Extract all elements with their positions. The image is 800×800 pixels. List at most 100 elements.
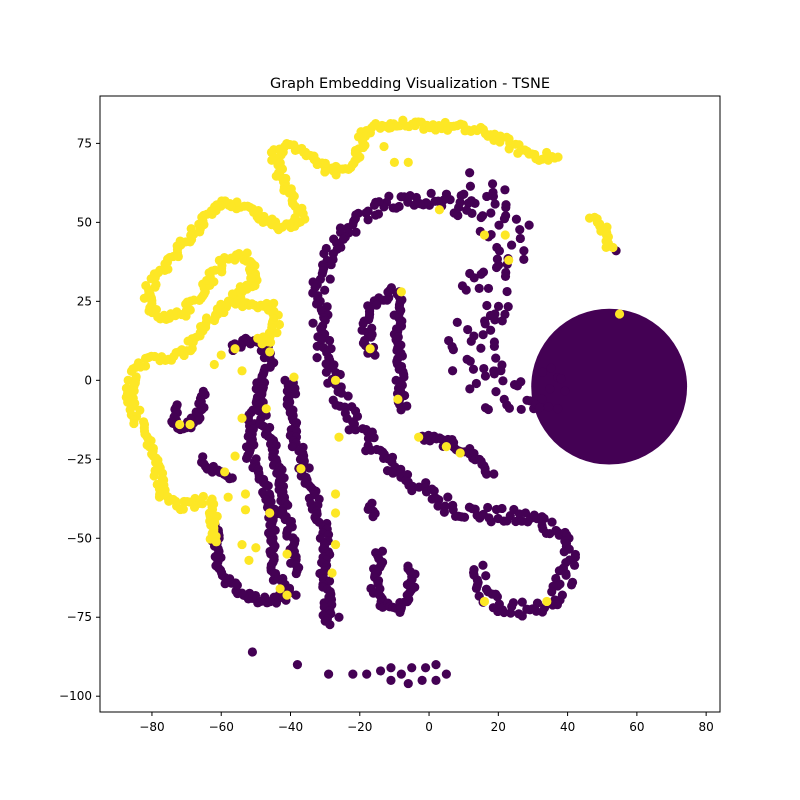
- data-point: [388, 203, 398, 213]
- data-point: [330, 539, 341, 550]
- data-point: [334, 432, 344, 442]
- data-point: [601, 242, 611, 253]
- data-point: [511, 214, 522, 224]
- data-point: [272, 328, 282, 338]
- data-point: [465, 356, 475, 366]
- data-point: [316, 335, 327, 345]
- data-point: [560, 386, 570, 396]
- data-point: [246, 273, 256, 283]
- data-point: [386, 663, 396, 673]
- data-point: [478, 330, 488, 340]
- data-point: [216, 350, 226, 360]
- data-point: [351, 227, 361, 237]
- data-point: [396, 287, 406, 297]
- data-point: [282, 590, 292, 600]
- data-point: [507, 601, 517, 612]
- data-point: [483, 502, 493, 513]
- data-point: [154, 492, 165, 502]
- x-tick-label: −40: [278, 720, 303, 734]
- data-point: [230, 344, 240, 354]
- data-point: [479, 363, 489, 374]
- y-axis: −100 −75 −50 −25 0 25 50 75: [59, 136, 100, 703]
- data-point: [465, 384, 475, 394]
- data-point: [369, 433, 379, 443]
- data-point: [403, 561, 413, 571]
- data-point: [465, 168, 475, 178]
- data-point: [504, 144, 514, 154]
- data-point: [553, 152, 563, 162]
- data-point: [324, 669, 334, 679]
- data-point: [479, 596, 490, 607]
- data-point: [325, 620, 335, 630]
- data-point: [461, 285, 471, 295]
- data-point: [539, 513, 549, 524]
- data-point: [396, 603, 406, 613]
- data-point: [396, 192, 406, 202]
- data-point: [251, 543, 261, 553]
- data-point: [338, 234, 348, 244]
- data-point: [486, 208, 496, 218]
- data-point: [287, 442, 297, 452]
- data-point: [227, 473, 237, 483]
- data-point: [503, 301, 513, 312]
- data-point: [522, 604, 532, 614]
- data-point: [431, 675, 441, 686]
- data-point: [183, 336, 193, 346]
- data-point: [241, 453, 252, 463]
- data-point: [545, 384, 555, 394]
- data-point: [481, 571, 491, 581]
- data-point: [388, 468, 398, 478]
- data-point: [476, 212, 486, 223]
- data-point: [407, 485, 417, 496]
- data-point: [537, 394, 547, 404]
- data-point: [261, 404, 271, 414]
- data-point: [516, 377, 526, 387]
- data-point: [486, 517, 496, 527]
- data-point: [370, 350, 380, 360]
- plot-area: [121, 115, 688, 689]
- data-point: [319, 248, 329, 259]
- data-point: [420, 663, 431, 673]
- y-tick-label: −100: [59, 689, 92, 703]
- data-point: [487, 179, 498, 189]
- data-point: [237, 366, 247, 376]
- data-point: [453, 210, 463, 221]
- data-point: [375, 666, 386, 676]
- data-point: [482, 300, 492, 311]
- data-point: [497, 503, 507, 514]
- x-tick-label: −60: [209, 720, 234, 734]
- data-point: [265, 347, 275, 357]
- data-point: [469, 273, 479, 283]
- data-point: [500, 271, 511, 281]
- data-point: [483, 404, 493, 415]
- data-point: [365, 344, 375, 354]
- data-point: [198, 386, 208, 396]
- data-point: [198, 491, 208, 502]
- data-point: [462, 205, 472, 215]
- data-point: [326, 260, 336, 270]
- data-point: [263, 481, 273, 491]
- data-point: [330, 489, 341, 499]
- data-point: [275, 584, 285, 594]
- data-point: [431, 660, 441, 670]
- data-point: [506, 240, 517, 250]
- x-tick-label: 40: [560, 720, 575, 734]
- data-point: [389, 157, 400, 167]
- data-point: [429, 486, 439, 496]
- data-point: [483, 283, 494, 294]
- data-point: [237, 539, 247, 550]
- data-point: [403, 157, 413, 167]
- data-point: [502, 286, 512, 297]
- data-point: [504, 255, 514, 265]
- data-point: [516, 404, 526, 415]
- data-point: [197, 499, 208, 509]
- data-point: [486, 325, 496, 335]
- data-point: [414, 432, 424, 442]
- data-point: [537, 367, 547, 377]
- y-tick-label: −50: [67, 531, 92, 545]
- y-tick-label: 75: [77, 136, 92, 150]
- data-point: [498, 376, 508, 386]
- data-point: [379, 141, 389, 152]
- data-point: [469, 565, 479, 575]
